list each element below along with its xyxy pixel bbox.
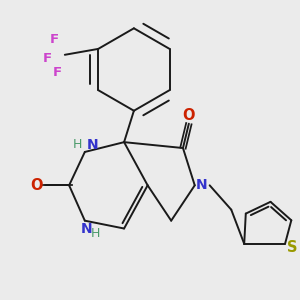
Text: H: H: [91, 227, 101, 240]
Text: F: F: [49, 33, 58, 46]
Text: H: H: [72, 138, 82, 152]
Text: O: O: [30, 178, 42, 193]
Text: N: N: [87, 138, 98, 152]
Text: S: S: [287, 240, 297, 255]
Text: N: N: [81, 222, 93, 236]
Text: F: F: [43, 52, 52, 65]
Text: O: O: [183, 108, 195, 123]
Text: F: F: [53, 66, 62, 79]
Text: N: N: [196, 178, 208, 192]
